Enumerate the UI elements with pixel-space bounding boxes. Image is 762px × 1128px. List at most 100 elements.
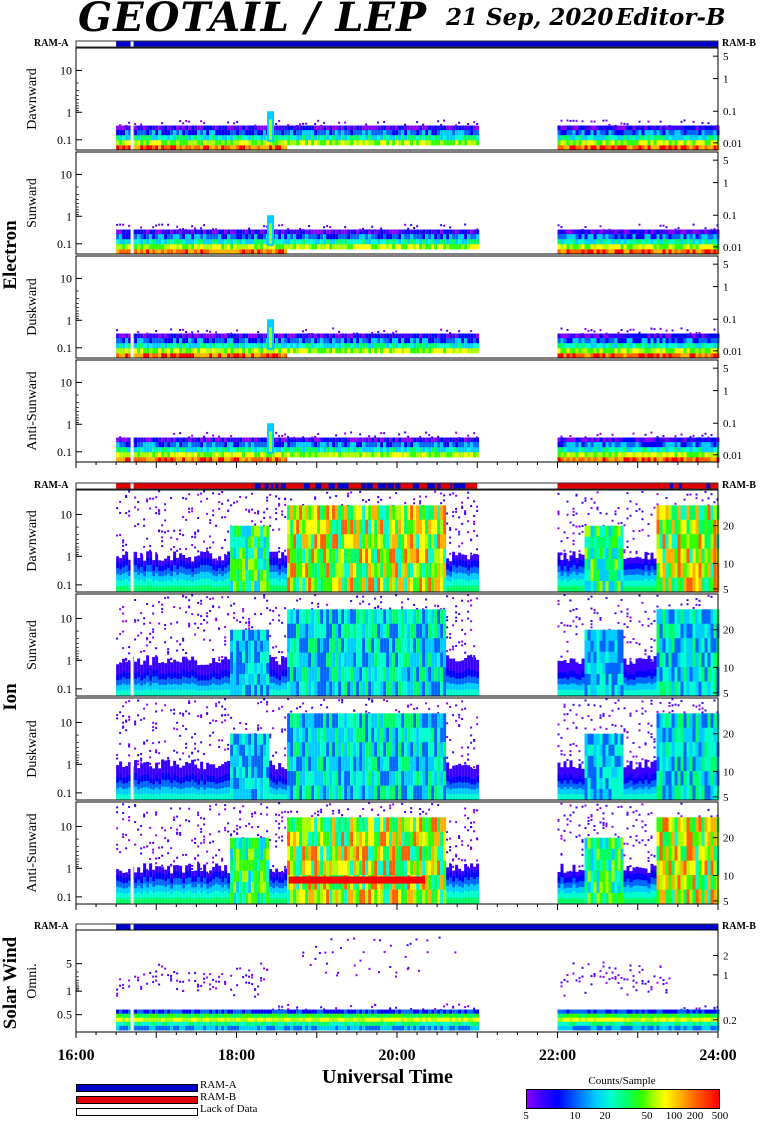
heatmap-cell [692, 243, 696, 250]
heatmap-cell [137, 580, 141, 587]
heatmap-cell [566, 328, 569, 331]
heatmap-cell [581, 530, 584, 533]
heatmap-cell [278, 248, 282, 255]
heatmap-cell [212, 580, 216, 587]
heatmap-cell [302, 333, 306, 339]
heatmap-cell [299, 446, 303, 453]
heatmap-cell [323, 121, 326, 124]
heatmap-cell [692, 134, 696, 141]
heatmap-cell [386, 125, 390, 131]
heatmap-cell [602, 229, 606, 235]
heatmap-cell [668, 248, 672, 255]
heatmap-cell [455, 507, 458, 510]
heatmap-cell [311, 347, 315, 354]
heatmap-cell [425, 342, 429, 349]
heatmap-cell [221, 491, 224, 494]
heatmap-cell [476, 337, 480, 344]
heatmap-cell [713, 129, 717, 136]
heatmap-cell [446, 233, 450, 240]
heatmap-cell [341, 125, 345, 131]
heatmap-cell [377, 548, 381, 564]
heatmap-cell [266, 496, 269, 499]
heatmap-cell [572, 558, 576, 566]
heatmap-cell [710, 248, 714, 255]
heatmap-cell [683, 125, 687, 131]
heatmap-cell [230, 233, 234, 240]
heatmap-cell [608, 342, 612, 349]
heatmap-cell [146, 129, 150, 136]
heatmap-cell [314, 129, 318, 136]
heatmap-cell [599, 139, 603, 146]
heatmap-cell [356, 139, 360, 146]
heatmap-cell [620, 233, 624, 240]
heatmap-cell [608, 437, 612, 443]
heatmap-cell [332, 229, 336, 235]
heatmap-cell [662, 139, 666, 146]
heatmap-cell [632, 446, 636, 453]
heatmap-cell [188, 352, 192, 359]
heatmap-cell [383, 243, 387, 250]
heatmap-cell [152, 134, 156, 141]
heatmap-cell [386, 333, 390, 339]
heatmap-cell [365, 129, 369, 136]
heatmap-cell [305, 548, 309, 564]
heatmap-cell [179, 233, 183, 240]
heatmap-cell [659, 451, 663, 458]
heatmap-cell [311, 342, 315, 349]
heatmap-cell [674, 435, 677, 438]
heatmap-cell [215, 560, 219, 567]
heatmap-cell [692, 144, 696, 151]
heatmap-cell [122, 238, 126, 245]
heatmap-cell [389, 129, 393, 136]
heatmap-cell [335, 129, 339, 136]
heatmap-cell [167, 223, 170, 226]
heatmap-cell [242, 569, 246, 582]
heatmap-cell [674, 139, 678, 146]
heatmap-cell [155, 451, 159, 458]
heatmap-cell [299, 227, 302, 230]
heatmap-cell [389, 519, 393, 535]
heatmap-cell [686, 233, 690, 240]
heatmap-cell [245, 441, 249, 448]
heatmap-cell [197, 437, 201, 443]
heatmap-cell [155, 337, 159, 344]
heatmap-cell [314, 238, 318, 245]
heatmap-cell [230, 569, 234, 582]
heatmap-cell [713, 337, 717, 344]
heatmap-cell [218, 437, 222, 443]
heatmap-cell [230, 125, 234, 131]
heatmap-cell [146, 585, 150, 593]
heatmap-cell [365, 139, 369, 146]
heatmap-cell [458, 516, 461, 519]
heatmap-cell [464, 139, 468, 146]
heatmap-cell [422, 437, 426, 443]
heatmap-cell [347, 492, 350, 495]
heatmap-cell [245, 243, 249, 250]
heatmap-cell [200, 558, 204, 566]
heatmap-cell [680, 342, 684, 349]
heatmap-cell [179, 432, 182, 435]
heatmap-cell [140, 123, 143, 126]
heatmap-cell [185, 586, 189, 593]
heatmap-cell [146, 342, 150, 349]
heatmap-cell [185, 548, 188, 551]
heatmap-cell [587, 134, 591, 141]
heatmap-cell [167, 248, 171, 255]
heatmap-cell [626, 337, 630, 344]
heatmap-cell [662, 441, 666, 448]
heatmap-cell [191, 586, 195, 593]
heatmap-cell [125, 446, 129, 453]
heatmap-cell [128, 243, 132, 250]
heatmap-cell [581, 233, 585, 240]
heatmap-cell [671, 233, 675, 240]
heatmap-cell [605, 451, 609, 458]
heatmap-cell [590, 456, 594, 463]
heatmap-cell [284, 125, 288, 131]
heatmap-cell [626, 123, 629, 126]
heatmap-cell [353, 534, 357, 550]
heatmap-cell [209, 441, 213, 448]
heatmap-cell [407, 347, 411, 354]
heatmap-cell [455, 134, 459, 141]
heatmap-cell [314, 496, 317, 499]
heatmap-cell [473, 229, 477, 235]
